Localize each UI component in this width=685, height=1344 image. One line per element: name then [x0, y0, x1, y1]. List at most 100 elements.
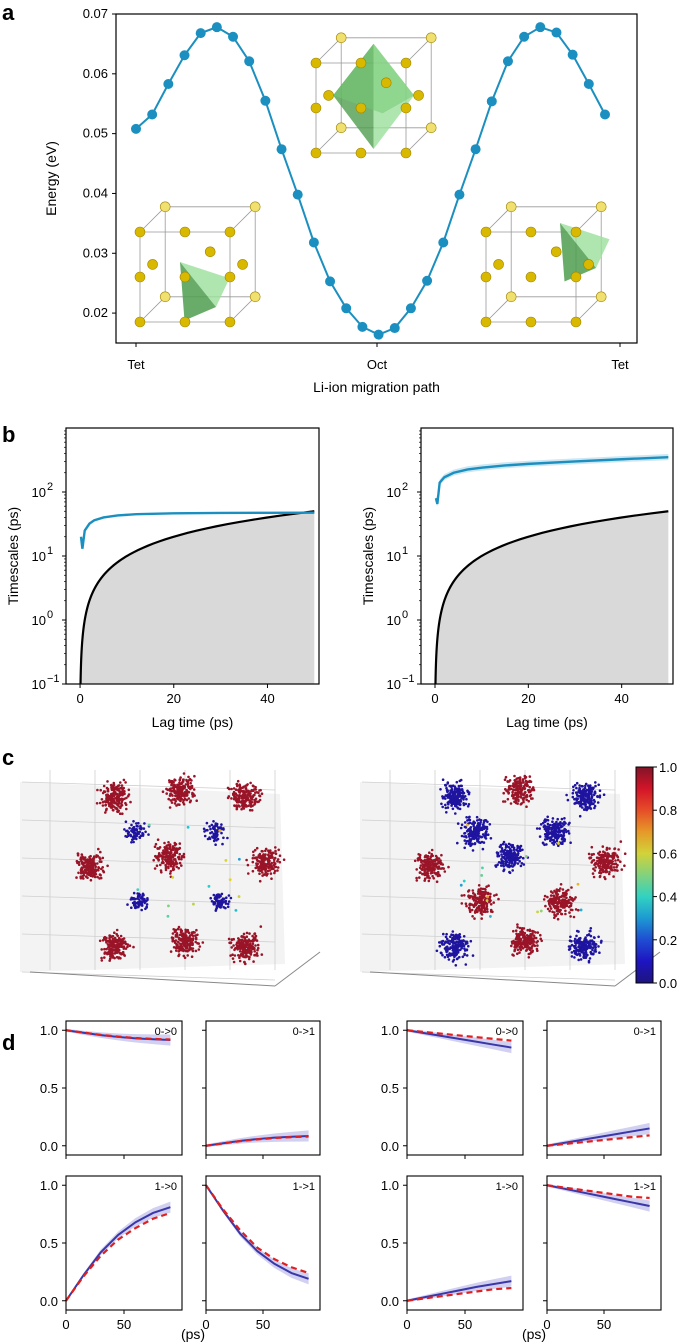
transition-point	[218, 829, 222, 832]
scatter-point	[178, 778, 182, 782]
scatter-point	[227, 894, 231, 897]
scatter-point	[444, 803, 447, 807]
scatter-point	[221, 842, 224, 846]
scatter-point	[561, 902, 564, 906]
scatter-point	[465, 904, 468, 908]
scatter-point	[486, 892, 490, 896]
scatter-point	[263, 858, 267, 861]
scatter-point	[109, 802, 112, 806]
scatter-point	[614, 868, 617, 872]
y-axis-label: Energy (eV)	[43, 141, 59, 216]
scatter-point	[81, 855, 84, 859]
scatter-point	[614, 852, 617, 855]
scatter-point	[137, 898, 141, 901]
octahedron-face	[333, 43, 415, 114]
scatter-point	[189, 787, 192, 791]
scatter-point	[589, 939, 592, 942]
scatter-point	[573, 939, 576, 943]
scatter-point	[613, 847, 617, 850]
scatter-point	[141, 895, 144, 898]
scatter-point	[514, 854, 517, 857]
energy-point	[438, 237, 449, 248]
scatter-point	[273, 865, 277, 868]
scatter-point	[220, 892, 224, 896]
scatter-point	[588, 804, 592, 807]
cube-edge	[139, 296, 166, 323]
scatter-point	[513, 945, 516, 949]
scatter-point	[459, 826, 463, 830]
scatter-point	[130, 829, 134, 833]
scatter-point	[440, 853, 443, 857]
scatter-point	[236, 944, 239, 948]
scatter-point	[251, 869, 255, 873]
transition-point	[136, 888, 140, 892]
scatter-point	[227, 937, 231, 941]
scatter-point	[165, 792, 168, 795]
scatter-point	[462, 803, 466, 807]
axis-line	[369, 971, 616, 987]
energy-point	[292, 189, 303, 200]
scatter-point	[509, 853, 513, 856]
scatter-point	[180, 792, 183, 796]
implied-timescale-line	[79, 511, 315, 549]
scatter-point	[511, 865, 514, 868]
scatter-point	[133, 906, 137, 909]
scatter-point	[245, 951, 249, 954]
scatter-point	[238, 784, 242, 787]
scatter-point	[456, 841, 459, 845]
scatter-point	[518, 784, 522, 787]
scatter-point	[103, 790, 107, 793]
scatter-point	[502, 840, 506, 844]
scatter-point	[519, 795, 523, 799]
scatter-point	[460, 947, 464, 950]
scatter-point	[457, 937, 460, 941]
scatter-point	[272, 861, 276, 864]
scatter-point	[463, 825, 467, 829]
scatter-point	[501, 855, 504, 859]
scatter-point	[503, 800, 507, 803]
scatter-point	[461, 955, 465, 959]
scatter-point	[594, 866, 597, 869]
lag-time-line	[79, 510, 315, 685]
scatter-point	[601, 845, 605, 848]
atom	[179, 271, 191, 283]
scatter-point	[445, 932, 448, 936]
scatter-point	[111, 804, 114, 807]
scatter-point	[513, 800, 516, 803]
scatter-point	[253, 848, 257, 852]
scatter-point	[232, 790, 236, 794]
scatter-point	[511, 869, 514, 872]
scatter-point	[615, 865, 618, 869]
scatter-point	[196, 933, 199, 937]
scatter-point	[460, 894, 464, 897]
scatter-point	[142, 827, 146, 830]
scatter-point	[243, 796, 247, 800]
scatter-point	[463, 846, 467, 850]
scatter-point	[232, 797, 236, 801]
scatter-point	[183, 790, 187, 794]
scatter-point	[134, 828, 137, 831]
scatter-point	[478, 895, 482, 898]
scatter-point	[140, 901, 143, 905]
scatter-point	[448, 952, 451, 955]
scatter-point	[227, 900, 231, 903]
scatter-point	[525, 798, 528, 802]
scatter-point	[439, 859, 442, 862]
scatter-point	[442, 932, 445, 936]
atom	[355, 102, 367, 114]
scatter-point	[155, 864, 159, 867]
scatter-point	[132, 897, 136, 901]
scatter-point	[459, 942, 463, 946]
scatter-point	[521, 793, 524, 796]
ck-subplot: 0->1	[202, 1020, 321, 1159]
scatter-point	[175, 865, 178, 869]
scatter-point	[248, 944, 251, 948]
scatter-point	[89, 866, 93, 869]
scatter-point	[559, 887, 562, 890]
scatter-point	[583, 786, 587, 790]
scatter-point	[231, 953, 234, 956]
scatter-point	[257, 854, 261, 857]
scatter-point	[592, 793, 596, 797]
scatter-point	[548, 909, 551, 913]
scatter-point	[202, 827, 206, 831]
